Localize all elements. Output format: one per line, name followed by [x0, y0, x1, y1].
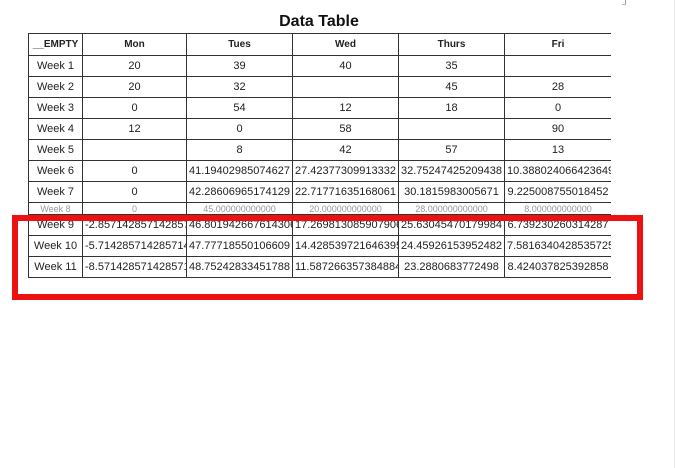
- table-cell: 14.428539721646395: [292, 235, 399, 257]
- column-header: __EMPTY: [28, 33, 83, 56]
- table-cell: 40: [292, 55, 399, 77]
- row-label-cell: Week 9: [28, 214, 83, 236]
- table-body: Week 1 20 39 40 35 Week 2 20 32 45 28 Week 3 0 54 12 1…: [28, 55, 611, 278]
- table-cell: 90: [504, 118, 611, 140]
- table-cell: 9.225008755018452: [504, 181, 611, 203]
- table-cell: 27.42377309913332: [292, 160, 399, 182]
- table-cell: 12: [292, 97, 399, 119]
- row-label-cell: Week 11: [28, 256, 83, 278]
- table-cell: 46.801942667614306: [186, 214, 293, 236]
- table-cell: 35: [398, 55, 505, 77]
- table-cell: 54: [186, 97, 293, 119]
- table-cell: 32.75247425209438: [398, 160, 505, 182]
- table-cell: 48.75242833451788: [186, 256, 293, 278]
- table-cell: 42: [292, 139, 399, 161]
- data-table: __EMPTY Mon Tues Wed Thurs Fri Week 1 20 3…: [28, 33, 611, 278]
- table-cell: 41.19402985074627: [186, 160, 293, 182]
- table-cell: 25.63045470179984: [398, 214, 505, 236]
- table-cell: 0: [82, 181, 187, 203]
- table-row: Week 8 0 45.000000000000 20.000000000000 28.…: [28, 202, 611, 215]
- table-cell: 58: [292, 118, 399, 140]
- table-cell: 12: [82, 118, 187, 140]
- table-row: Week 10 -5.714285714285714 47.777185501066…: [28, 235, 611, 257]
- table-cell: 30.1815983005671: [398, 181, 505, 203]
- row-label-cell: Week 4: [28, 118, 83, 140]
- table-cell: 7.5816340428535725: [504, 235, 611, 257]
- table-cell: [398, 118, 505, 140]
- table-cell: 42.28606965174129: [186, 181, 293, 203]
- table-cell: 18: [398, 97, 505, 119]
- page-corner-mark: [622, 4, 626, 5]
- row-label-cell: Week 7: [28, 181, 83, 203]
- data-table-container: __EMPTY Mon Tues Wed Thurs Fri Week 1 20 3…: [28, 33, 611, 297]
- table-row: Week 11 -8.571428571428571 48.752428334517…: [28, 256, 611, 278]
- table-cell: 0: [82, 160, 187, 182]
- table-row: Week 3 0 54 12 18 0: [28, 97, 611, 119]
- table-cell: 10.388024066423649: [504, 160, 611, 182]
- row-label-cell: Week 1: [28, 55, 83, 77]
- table-header-row: __EMPTY Mon Tues Wed Thurs Fri: [28, 33, 611, 56]
- row-label-cell: Week 8: [28, 202, 83, 215]
- column-header: Wed: [292, 33, 399, 56]
- table-cell: 47.77718550106609: [186, 235, 293, 257]
- table-cell: 28.000000000000: [398, 202, 505, 215]
- column-header: Fri: [504, 33, 611, 56]
- table-cell: 0: [82, 202, 187, 215]
- table-row: Week 4 12 0 58 90: [28, 118, 611, 140]
- row-label-cell: Week 2: [28, 76, 83, 98]
- table-cell: 0: [82, 97, 187, 119]
- table-cell: 8.424037825392858: [504, 256, 611, 278]
- table-row: Week 9 -2.857142857142857 46.8019426676143…: [28, 214, 611, 236]
- table-cell: 23.2880683772498: [398, 256, 505, 278]
- table-cell: 20: [82, 55, 187, 77]
- table-cell: 20.000000000000: [292, 202, 399, 215]
- table-cell: 24.45926153952482: [398, 235, 505, 257]
- table-row: Week 7 0 42.28606965174129 22.7177163516806…: [28, 181, 611, 203]
- table-row: Week 5 8 42 57 13: [28, 139, 611, 161]
- page-corner-mark: [625, 0, 626, 4]
- table-cell: 45: [398, 76, 505, 98]
- table-cell: 57: [398, 139, 505, 161]
- table-cell: -5.714285714285714: [82, 235, 187, 257]
- table-title: Data Table: [279, 13, 359, 30]
- table-cell: 32: [186, 76, 293, 98]
- table-cell: 20: [82, 76, 187, 98]
- table-row: Week 1 20 39 40 35: [28, 55, 611, 77]
- table-cell: [292, 76, 399, 98]
- table-cell: -2.857142857142857: [82, 214, 187, 236]
- row-label-cell: Week 6: [28, 160, 83, 182]
- table-cell: 8.000000000000: [504, 202, 611, 215]
- table-cell: 39: [186, 55, 293, 77]
- table-row: Week 6 0 41.19402985074627 27.4237730991333…: [28, 160, 611, 182]
- column-header: Mon: [82, 33, 187, 56]
- table-cell: [82, 139, 187, 161]
- table-cell: 22.71771635168061: [292, 181, 399, 203]
- table-cell: 17.269813085907906: [292, 214, 399, 236]
- table-row: Week 2 20 32 45 28: [28, 76, 611, 98]
- table-cell: 0: [504, 97, 611, 119]
- table-cell: 8: [186, 139, 293, 161]
- table-cell: 0: [186, 118, 293, 140]
- row-label-cell: Week 5: [28, 139, 83, 161]
- column-header: Thurs: [398, 33, 505, 56]
- table-cell: -8.571428571428571: [82, 256, 187, 278]
- row-label-cell: Week 10: [28, 235, 83, 257]
- table-cell: [504, 55, 611, 77]
- table-cell: 6.739230260314287: [504, 214, 611, 236]
- column-header: Tues: [186, 33, 293, 56]
- row-label-cell: Week 3: [28, 97, 83, 119]
- table-cell: 13: [504, 139, 611, 161]
- table-cell: 11.587266357384884: [292, 256, 399, 278]
- table-cell: 28: [504, 76, 611, 98]
- table-cell: 45.000000000000: [186, 202, 293, 215]
